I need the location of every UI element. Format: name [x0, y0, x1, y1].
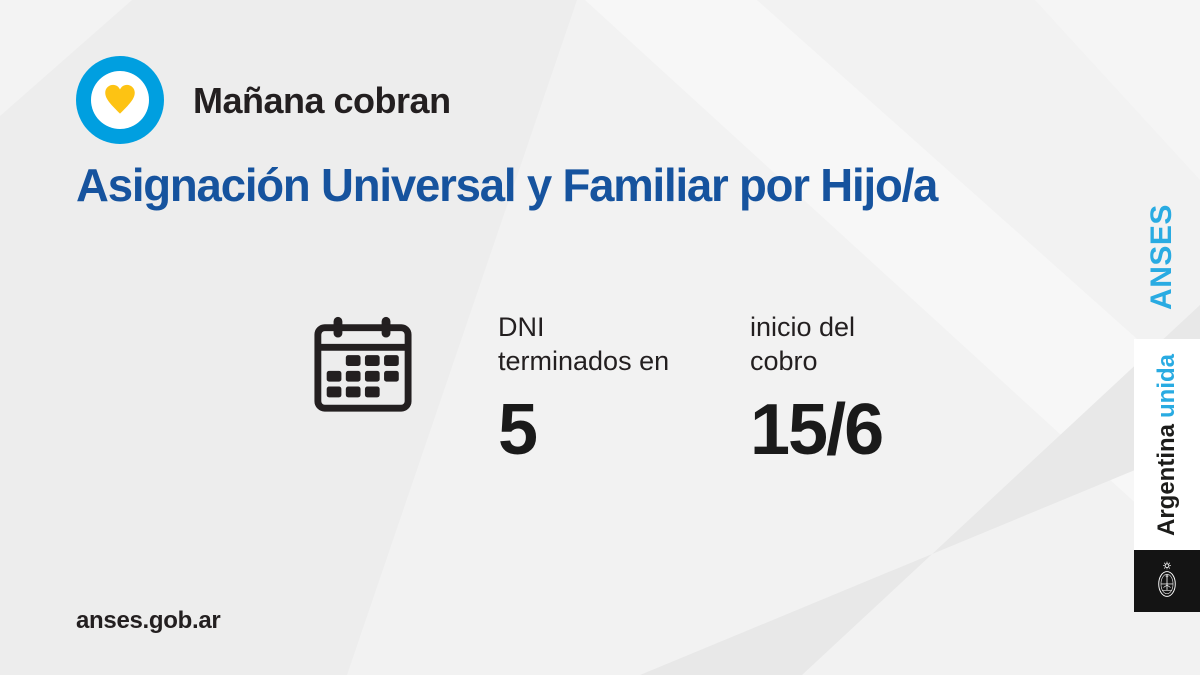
kicker-text: Mañana cobran	[193, 80, 451, 121]
payment-start-label-line1: inicio del	[750, 312, 856, 342]
anses-heart-logo-icon	[76, 56, 164, 144]
dni-label: DNI terminados en	[498, 310, 669, 378]
payment-start-label-line2: cobro	[750, 346, 818, 376]
anses-vertical-label: ANSES	[1145, 204, 1178, 310]
dni-label-line2: terminados en	[498, 346, 670, 376]
payment-start-label: inicio del cobro	[750, 310, 882, 378]
calendar-icon	[314, 316, 412, 412]
dni-label-line1: DNI	[498, 312, 545, 342]
brand-word-unida: unida	[1153, 354, 1180, 418]
government-seal-box	[1134, 550, 1200, 612]
argentina-coat-of-arms-icon	[1158, 561, 1176, 597]
dni-column: DNI terminados en 5	[498, 310, 669, 466]
website-url: anses.gob.ar	[76, 607, 221, 634]
payment-start-column: inicio del cobro 15/6	[750, 310, 884, 470]
payment-start-value: 15/6	[750, 390, 884, 470]
logo-inner-circle	[91, 71, 149, 129]
argentina-unida-label: Argentina unida	[1152, 350, 1182, 540]
argentina-unida-strip	[1134, 339, 1200, 550]
page-title: Asignación Universal y Familiar por Hijo…	[76, 159, 938, 211]
heart-icon	[105, 84, 135, 114]
brand-word-argentina: Argentina	[1153, 424, 1180, 537]
dni-value: 5	[498, 390, 538, 470]
